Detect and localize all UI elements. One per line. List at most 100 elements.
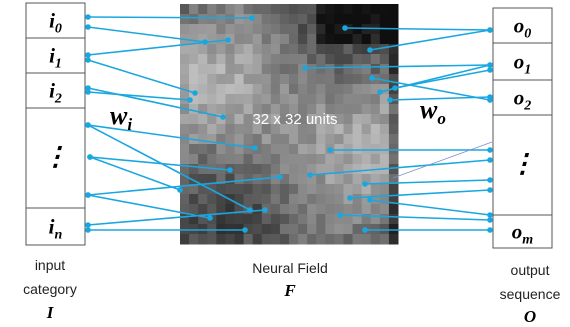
field-pixel xyxy=(198,64,208,75)
field-pixel xyxy=(244,44,254,55)
field-pixel xyxy=(271,224,281,235)
field-pixel xyxy=(316,234,326,245)
field-pixel xyxy=(380,44,390,55)
connection-end xyxy=(342,25,348,31)
label-base: o xyxy=(514,50,525,74)
field-pixel xyxy=(380,204,390,215)
field-pixel xyxy=(389,204,399,215)
connection-end xyxy=(85,14,91,20)
field-pixel xyxy=(271,4,281,15)
field-pixel xyxy=(262,184,272,195)
field-pixel xyxy=(380,124,390,135)
input-symbol: I xyxy=(46,303,55,322)
field-pixel xyxy=(380,214,390,225)
field-pixel xyxy=(225,134,235,145)
field-pixel xyxy=(353,154,363,165)
field-pixel xyxy=(271,24,281,35)
connection-end xyxy=(252,145,258,151)
field-pixel xyxy=(271,44,281,55)
field-pixel xyxy=(280,134,290,145)
field-pixel xyxy=(344,104,354,115)
connection-end xyxy=(225,37,231,43)
connection-end xyxy=(85,227,91,233)
field-pixel xyxy=(189,14,199,25)
connection-end xyxy=(307,172,313,178)
field-pixel xyxy=(371,54,381,65)
field-pixel xyxy=(289,74,299,85)
field-pixel xyxy=(180,144,190,155)
field-pixel xyxy=(189,24,199,35)
connection-end xyxy=(277,174,283,180)
field-pixel xyxy=(371,134,381,145)
field-pixel xyxy=(262,94,272,105)
field-pixel xyxy=(225,154,235,165)
field-pixel xyxy=(334,224,344,235)
connection-end xyxy=(85,89,91,95)
field-pixel xyxy=(298,214,308,225)
field-pixel xyxy=(216,234,226,245)
field-pixel xyxy=(371,64,381,75)
field-pixel xyxy=(344,74,354,85)
field-pixel xyxy=(271,144,281,155)
field-pixel xyxy=(235,74,245,85)
field-pixel xyxy=(189,44,199,55)
field-pixel xyxy=(216,144,226,155)
label-sub: m xyxy=(522,233,533,248)
field-pixel xyxy=(325,14,335,25)
field-pixel xyxy=(316,94,326,105)
field-pixel xyxy=(298,14,308,25)
field-pixel xyxy=(362,94,372,105)
field-pixel xyxy=(198,114,208,125)
field-pixel xyxy=(307,4,317,15)
field-pixel xyxy=(189,194,199,205)
field-pixel xyxy=(289,44,299,55)
field-pixel xyxy=(271,14,281,25)
field-pixel xyxy=(225,54,235,65)
field-pixel xyxy=(344,84,354,95)
field-pixel xyxy=(262,54,272,65)
field-pixel xyxy=(225,94,235,105)
field-pixel xyxy=(371,114,381,125)
field-pixel xyxy=(298,24,308,35)
field-pixel xyxy=(262,14,272,25)
field-pixel xyxy=(262,134,272,145)
connection-thin xyxy=(393,142,492,178)
field-pixel xyxy=(344,54,354,65)
field-pixel xyxy=(225,4,235,15)
field-pixel xyxy=(253,54,263,65)
field-pixel xyxy=(289,64,299,75)
input-caption: category xyxy=(23,281,77,297)
field-pixel xyxy=(225,74,235,85)
field-pixel xyxy=(198,74,208,85)
field-pixel xyxy=(189,204,199,215)
connection-end xyxy=(387,97,393,103)
field-pixel xyxy=(344,94,354,105)
field-pixel xyxy=(380,154,390,165)
field-pixel xyxy=(380,54,390,65)
connection-end xyxy=(192,90,198,96)
field-pixel xyxy=(271,134,281,145)
field-pixel xyxy=(371,204,381,215)
connection-end xyxy=(367,47,373,53)
field-pixel xyxy=(253,94,263,105)
field-pixel xyxy=(362,24,372,35)
field-pixel xyxy=(244,154,254,165)
field-pixel xyxy=(280,4,290,15)
field-pixel xyxy=(280,34,290,45)
field-pixel xyxy=(235,174,245,185)
connection-end xyxy=(487,217,493,223)
input-caption: input xyxy=(35,257,65,273)
field-pixel xyxy=(262,164,272,175)
connection-end xyxy=(262,207,268,213)
field-pixel xyxy=(362,64,372,75)
field-pixel xyxy=(289,54,299,65)
connection-end xyxy=(85,122,91,128)
field-pixel xyxy=(371,94,381,105)
field-pixel xyxy=(325,74,335,85)
field-pixel xyxy=(325,84,335,95)
connection-end xyxy=(177,187,183,193)
field-pixel xyxy=(316,224,326,235)
field-pixel xyxy=(307,234,317,245)
field-pixel xyxy=(271,204,281,215)
field-pixel xyxy=(280,14,290,25)
